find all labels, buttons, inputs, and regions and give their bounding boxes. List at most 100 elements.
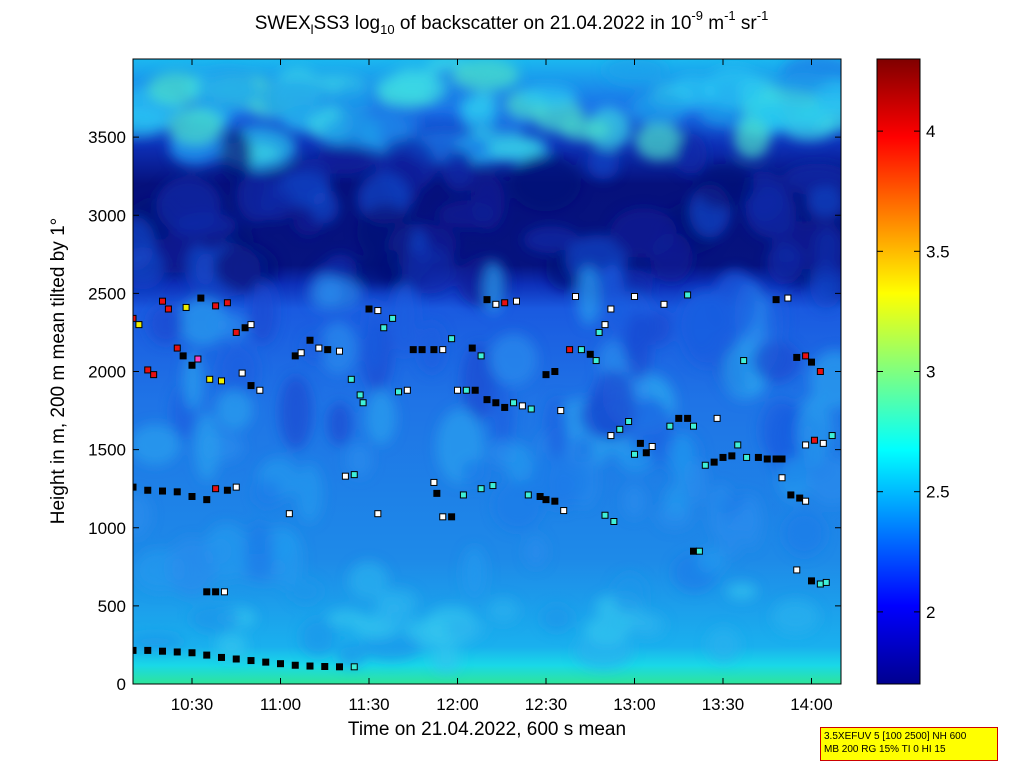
marker-152 (802, 441, 810, 449)
marker-12 (306, 662, 314, 670)
marker-58 (350, 471, 358, 479)
texture-blob-3-30 (346, 443, 373, 478)
marker-93 (513, 297, 520, 305)
marker-87 (492, 300, 500, 308)
colorbar-tick-label-2: 3 (926, 363, 935, 382)
texture-blob-0-62 (487, 136, 544, 161)
marker-2 (159, 647, 166, 655)
marker-38 (212, 302, 220, 310)
marker-130 (701, 461, 709, 469)
texture-blob-4-11 (348, 561, 389, 600)
marker-15 (350, 663, 358, 671)
marker-95 (524, 491, 532, 499)
marker-50 (285, 510, 293, 518)
texture-blob-1-17 (523, 226, 579, 254)
texture-blob-0-14 (635, 122, 684, 161)
texture-blob-3-25 (492, 480, 543, 531)
marker-71 (430, 346, 438, 354)
marker-127 (684, 291, 692, 299)
marker-125 (684, 414, 692, 422)
marker-137 (740, 357, 748, 365)
texture-blob-3-34 (550, 473, 575, 511)
marker-149 (802, 352, 810, 360)
x-tick-label-4: 12:30 (525, 695, 568, 714)
texture-blob-4-19 (361, 632, 421, 661)
texture-blob-0-65 (459, 95, 497, 131)
marker-145 (787, 491, 795, 499)
marker-23 (223, 486, 231, 494)
marker-17 (144, 486, 152, 494)
marker-6 (218, 653, 225, 661)
marker-102 (551, 368, 559, 375)
marker-19 (173, 488, 181, 496)
marker-159 (822, 578, 830, 586)
info-line-2: MB 200 RG 15% TI 0 HI 15 (824, 744, 946, 755)
texture-blob-0-50 (258, 77, 334, 121)
marker-18 (159, 487, 166, 495)
marker-56 (336, 347, 343, 355)
texture-blob-1-45 (610, 207, 677, 258)
texture-blob-4-24 (445, 619, 487, 639)
texture-blob-3-4 (720, 521, 741, 558)
marker-97 (536, 493, 544, 500)
x-tick-label-6: 13:30 (702, 695, 745, 714)
marker-106 (577, 346, 585, 354)
marker-4 (188, 649, 196, 657)
marker-103 (557, 407, 565, 415)
marker-136 (713, 414, 721, 422)
marker-41 (232, 328, 240, 336)
colorbar-ticks: 2 2.5 3 3.5 4 (877, 122, 950, 622)
texture-blob-4-21 (584, 615, 630, 645)
texture-blob-4-13 (336, 642, 367, 668)
marker-36 (197, 294, 205, 302)
x-axis-label: Time on 21.04.2022, 600 s mean (348, 719, 626, 740)
marker-13 (321, 663, 329, 670)
marker-134 (734, 441, 742, 449)
marker-72 (439, 346, 447, 354)
marker-45 (247, 382, 255, 390)
texture-blob-2-15 (148, 303, 184, 345)
texture-blob-4-23 (612, 573, 647, 614)
colorbar-tick-label-4: 4 (926, 122, 935, 141)
texture-blob-2-22 (490, 376, 514, 450)
texture-blob-3-29 (664, 483, 689, 518)
texture-blob-0-57 (629, 90, 689, 125)
texture-blob-2-46 (681, 289, 731, 368)
texture-blob-2-43 (133, 424, 181, 466)
marker-100 (560, 507, 568, 515)
texture-blob-4-2 (133, 633, 184, 650)
marker-133 (728, 452, 736, 460)
texture-blob-3-27 (696, 547, 726, 574)
texture-blob-0-46 (147, 72, 204, 106)
marker-67 (395, 388, 402, 396)
texture-blob-1-47 (814, 224, 841, 277)
marker-131 (710, 458, 718, 466)
marker-129 (695, 547, 703, 555)
colorbar-tick-label-3: 3.5 (926, 242, 950, 261)
texture-blob-4-9 (431, 646, 461, 673)
marker-65 (374, 510, 382, 518)
marker-44 (238, 369, 246, 377)
texture-blob-3-38 (807, 456, 841, 506)
y-tick-label-2: 1000 (88, 519, 126, 538)
marker-1 (144, 646, 152, 654)
texture-blob-4-10 (726, 582, 758, 600)
marker-64 (380, 324, 388, 332)
marker-42 (241, 324, 249, 332)
marker-49 (220, 588, 228, 596)
y-axis-ticks: 0 500 1000 1500 2000 2500 3000 3500 (88, 128, 841, 694)
marker-105 (572, 293, 579, 300)
marker-151 (816, 368, 824, 375)
marker-143 (784, 294, 792, 302)
marker-37 (206, 375, 214, 383)
marker-73 (430, 478, 438, 486)
marker-107 (586, 350, 594, 358)
marker-150 (808, 358, 815, 366)
texture-blob-2-8 (178, 297, 228, 347)
texture-blob-2-54 (796, 395, 833, 470)
marker-117 (631, 450, 638, 458)
marker-141 (778, 455, 786, 463)
texture-blob-0-43 (391, 67, 435, 96)
marker-59 (347, 375, 355, 383)
